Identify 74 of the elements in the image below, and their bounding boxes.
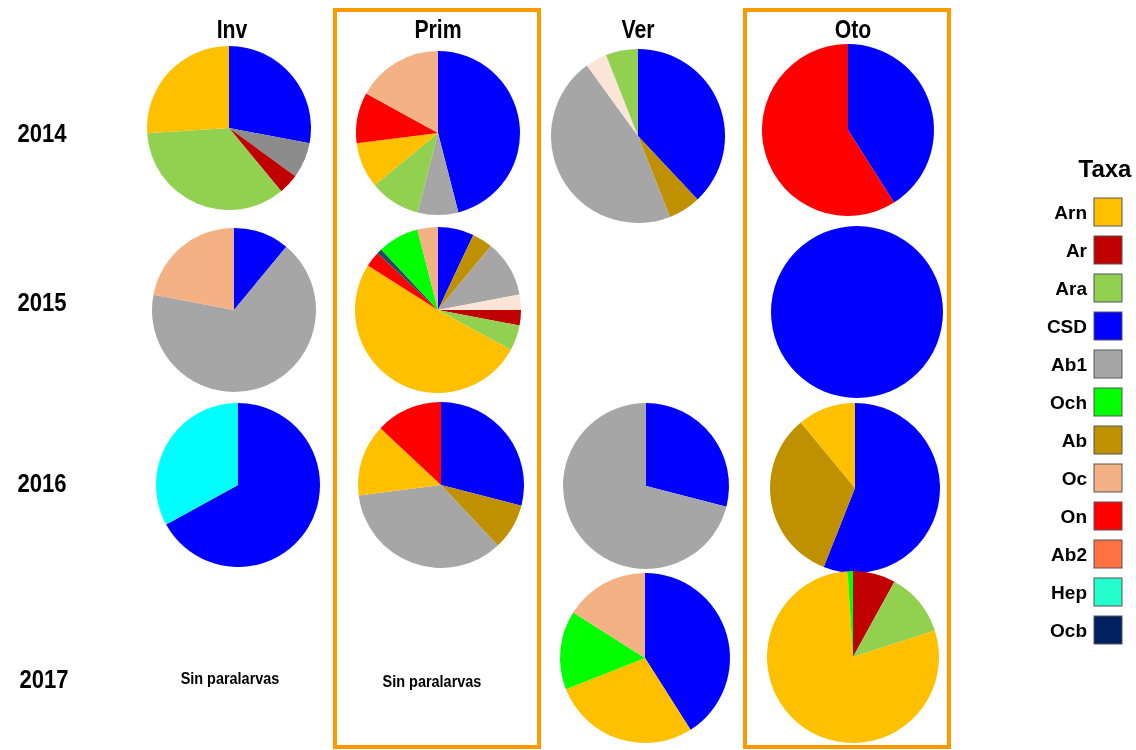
pie-slice bbox=[438, 246, 520, 310]
pie-slice bbox=[229, 128, 310, 177]
text: Prim bbox=[414, 15, 462, 44]
pie-slice bbox=[229, 128, 296, 192]
pie-slice bbox=[366, 51, 438, 133]
category-label: Ocb bbox=[1050, 620, 1087, 641]
pie-slice bbox=[565, 658, 691, 743]
pie-slice bbox=[356, 93, 438, 144]
pie-slice bbox=[438, 310, 521, 326]
pie-slice bbox=[762, 44, 895, 216]
pie-slice bbox=[367, 253, 438, 310]
pie-slice bbox=[560, 612, 645, 690]
pie-slice bbox=[152, 246, 316, 392]
pie-slice bbox=[563, 403, 727, 569]
pie-slice bbox=[800, 403, 855, 488]
category-label: Ab2 bbox=[1051, 544, 1087, 565]
pie-slice bbox=[147, 46, 229, 134]
pie-slice bbox=[358, 428, 441, 496]
legend-title: Taxa bbox=[1078, 155, 1133, 182]
text: Sin paralarvas bbox=[180, 668, 280, 688]
text: 2014 bbox=[17, 118, 68, 148]
pie-slice bbox=[441, 485, 522, 546]
category-label: Ara bbox=[1055, 278, 1088, 299]
category-label: Och bbox=[1050, 392, 1087, 413]
pie-slice bbox=[638, 136, 698, 217]
pie-slice bbox=[377, 249, 438, 310]
pie-slice bbox=[234, 228, 287, 310]
pie-slice bbox=[147, 128, 282, 210]
pie-slice bbox=[438, 310, 520, 350]
pie-slice bbox=[767, 571, 939, 743]
category-label: Ab1 bbox=[1051, 354, 1088, 375]
category-label: Arn bbox=[1054, 202, 1087, 223]
pie-slice bbox=[586, 55, 638, 136]
category-label: CSD bbox=[1046, 316, 1087, 337]
pie-slice bbox=[374, 133, 438, 213]
pie-slice bbox=[605, 49, 638, 136]
text: 2016 bbox=[17, 468, 67, 498]
category-label: Ar bbox=[1065, 240, 1088, 261]
pie-slice bbox=[551, 65, 671, 223]
pie-slice bbox=[438, 294, 521, 310]
text: 2017 bbox=[19, 664, 69, 694]
pie-slice bbox=[380, 402, 441, 485]
pie-slice bbox=[770, 422, 855, 568]
pie-slice bbox=[356, 133, 438, 186]
pie-slice bbox=[853, 571, 895, 657]
pie-slice bbox=[438, 234, 491, 310]
pie-slice bbox=[166, 403, 320, 567]
pie-slice bbox=[153, 228, 234, 310]
pie-slice bbox=[638, 49, 725, 200]
pie-slice bbox=[229, 46, 311, 144]
pie-slice bbox=[156, 403, 238, 525]
pie-slice bbox=[848, 44, 934, 203]
pie-slice bbox=[358, 485, 498, 568]
pie-slice bbox=[438, 51, 520, 213]
text: Ver bbox=[621, 15, 655, 44]
category-label: Oc bbox=[1061, 468, 1088, 489]
pie-slice bbox=[381, 229, 438, 310]
pie-slice bbox=[417, 227, 438, 310]
text: Sin paralarvas bbox=[382, 671, 482, 691]
pie-slice bbox=[823, 403, 940, 573]
pie-slice bbox=[355, 265, 511, 393]
pie-slice bbox=[645, 573, 730, 730]
text: Oto bbox=[834, 15, 872, 44]
pie-slice bbox=[441, 402, 524, 506]
pie-slice bbox=[646, 403, 729, 507]
text: Inv bbox=[216, 15, 248, 44]
pie-slice bbox=[417, 133, 459, 215]
category-label: On bbox=[1060, 506, 1087, 527]
pie-slice bbox=[853, 581, 935, 657]
pie-slice bbox=[573, 573, 645, 658]
category-label: Hep bbox=[1051, 582, 1087, 603]
text: 2015 bbox=[17, 287, 67, 317]
pie-slice bbox=[438, 227, 474, 310]
category-label: Ab bbox=[1061, 430, 1087, 451]
